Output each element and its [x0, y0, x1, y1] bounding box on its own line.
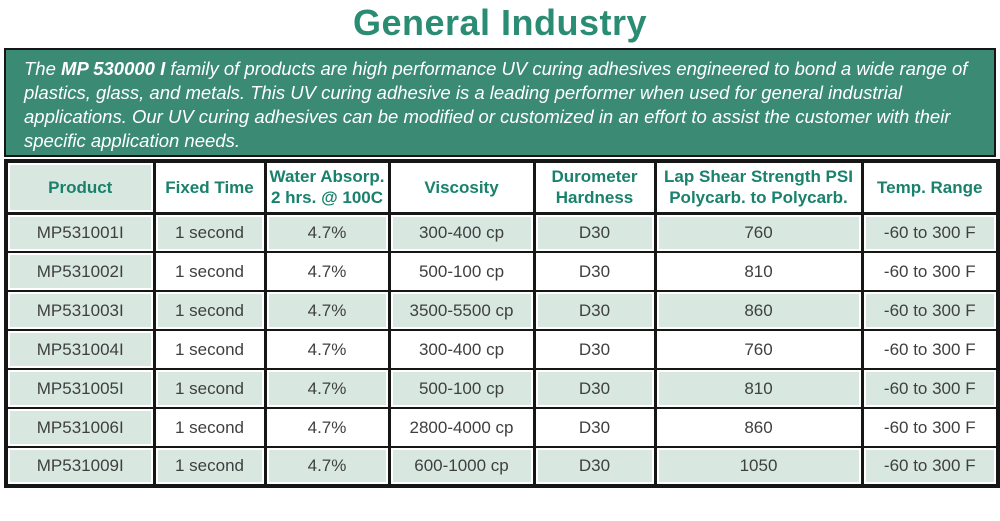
table-cell: 1 second	[152, 446, 267, 487]
table-cell: D30	[532, 290, 657, 331]
table-cell: 500-100 cp	[387, 368, 536, 409]
product-cell: MP531004I	[4, 329, 156, 370]
intro-lead: The	[24, 58, 62, 79]
table-cell: 4.7%	[263, 212, 391, 253]
table-row: MP531002I 1 second 4.7% 500-100 cp D30 810 -60…	[4, 251, 1000, 292]
table-cell: -60 to 300 F	[860, 290, 1000, 331]
product-cell: MP531005I	[4, 368, 156, 409]
table-cell: 4.7%	[263, 290, 391, 331]
column-header-fixed-time: Fixed Time	[152, 159, 267, 215]
product-cell: MP531002I	[4, 251, 156, 292]
header-row: Product Fixed Time Water Absorp. 2 hrs. …	[4, 159, 1000, 215]
table-cell: 1 second	[152, 407, 267, 448]
product-cell: MP531001I	[4, 212, 156, 253]
table-row: MP531001I 1 second 4.7% 300-400 cp D30 760 -60…	[4, 212, 1000, 253]
table-row: MP531005I 1 second 4.7% 500-100 cp D30 810 -60…	[4, 368, 1000, 409]
table-header: Product Fixed Time Water Absorp. 2 hrs. …	[4, 159, 1000, 215]
table-cell: 1 second	[152, 290, 267, 331]
table-body: MP531001I 1 second 4.7% 300-400 cp D30 760 -60…	[4, 212, 1000, 487]
product-cell: MP531003I	[4, 290, 156, 331]
table-cell: 4.7%	[263, 329, 391, 370]
table-row: MP531003I 1 second 4.7% 3500-5500 cp D30 860-…	[4, 290, 1000, 331]
column-header-viscosity: Viscosity	[387, 159, 536, 215]
table-cell: -60 to 300 F	[860, 446, 1000, 487]
table-cell: 300-400 cp	[387, 329, 536, 370]
table-cell: 760	[653, 212, 864, 253]
product-cell: MP531009I	[4, 446, 156, 487]
table-cell: 300-400 cp	[387, 212, 536, 253]
table-cell: 860	[653, 407, 864, 448]
table-cell: 1050	[653, 446, 864, 487]
table-cell: 810	[653, 251, 864, 292]
table-cell: -60 to 300 F	[860, 368, 1000, 409]
table-row: MP531006I 1 second 4.7% 2800-4000 cp D30 860-…	[4, 407, 1000, 448]
table-cell: D30	[532, 212, 657, 253]
table-cell: 500-100 cp	[387, 251, 536, 292]
column-header-lap-shear-strength: Lap Shear Strength PSI Polycarb. to Poly…	[653, 159, 864, 215]
product-family-name: MP 530000 I	[61, 58, 166, 79]
page-title: General Industry	[352, 2, 648, 43]
column-header-water-absorption: Water Absorp. 2 hrs. @ 100C	[263, 159, 391, 215]
table-cell: 810	[653, 368, 864, 409]
table-cell: D30	[532, 251, 657, 292]
column-header-product: Product	[4, 159, 156, 215]
table-cell: 860	[653, 290, 864, 331]
table-cell: D30	[532, 368, 657, 409]
column-header-durometer-hardness: Durometer Hardness	[532, 159, 657, 215]
product-spec-table: Product Fixed Time Water Absorp. 2 hrs. …	[4, 159, 1000, 488]
table-cell: D30	[532, 446, 657, 487]
table-cell: 1 second	[152, 251, 267, 292]
table-cell: 3500-5500 cp	[387, 290, 536, 331]
product-cell: MP531006I	[4, 407, 156, 448]
table-cell: -60 to 300 F	[860, 407, 1000, 448]
table-cell: 1 second	[152, 368, 267, 409]
table-cell: -60 to 300 F	[860, 212, 1000, 253]
table-cell: 600-1000 cp	[387, 446, 536, 487]
intro-paragraph: The MP 530000 I family of products are h…	[4, 48, 996, 157]
table-cell: -60 to 300 F	[860, 251, 1000, 292]
table-cell: D30	[532, 407, 657, 448]
table-row: MP531004I 1 second 4.7% 300-400 cp D30 760 -60…	[4, 329, 1000, 370]
table-cell: D30	[532, 329, 657, 370]
table-cell: 4.7%	[263, 368, 391, 409]
intro-body: family of products are high performance …	[24, 58, 968, 152]
table-cell: 4.7%	[263, 251, 391, 292]
table-cell: -60 to 300 F	[860, 329, 1000, 370]
table-cell: 1 second	[152, 329, 267, 370]
table-row: MP531009I 1 second 4.7% 600-1000 cp D30 1050-…	[4, 446, 1000, 487]
table-cell: 2800-4000 cp	[387, 407, 536, 448]
table-cell: 4.7%	[263, 407, 391, 448]
column-header-temp-range: Temp. Range	[860, 159, 1000, 215]
table-cell: 1 second	[152, 212, 267, 253]
table-cell: 760	[653, 329, 864, 370]
table-cell: 4.7%	[263, 446, 391, 487]
